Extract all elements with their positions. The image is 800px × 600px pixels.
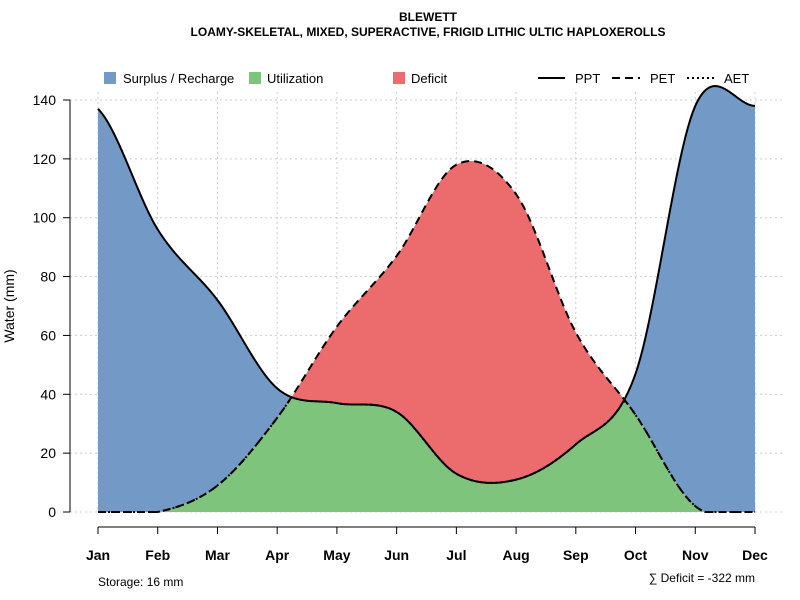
y-tick-label-60: 60: [40, 327, 56, 343]
y-axis-label: Water (mm): [1, 269, 17, 342]
y-ticks: 0 20 40 60 80 100 120 140: [33, 92, 70, 520]
x-tick-label-sep: Sep: [563, 547, 589, 563]
legend-swatch-utilization: [249, 72, 261, 84]
y-tick-label-20: 20: [40, 445, 56, 461]
x-ticks: Jan Feb Mar Apr May Jun Jul Aug Sep Oct Nov Dec: [86, 527, 768, 563]
y-tick-label-140: 140: [33, 92, 57, 108]
y-tick-label-100: 100: [33, 210, 57, 226]
y-tick-label-0: 0: [48, 504, 56, 520]
x-tick-label-feb: Feb: [145, 547, 170, 563]
legend-label-surplus: Surplus / Recharge: [123, 71, 234, 86]
x-tick-label-nov: Nov: [682, 547, 709, 563]
y-tick-label-40: 40: [40, 386, 56, 402]
x-tick-label-aug: Aug: [502, 547, 529, 563]
chart-subtitle: LOAMY-SKELETAL, MIXED, SUPERACTIVE, FRIG…: [191, 25, 666, 39]
legend-label-utilization: Utilization: [267, 71, 323, 86]
legend-label-pet: PET: [650, 71, 675, 86]
y-tick-label-120: 120: [33, 151, 57, 167]
y-tick-label-80: 80: [40, 269, 56, 285]
x-tick-label-apr: Apr: [265, 547, 290, 563]
x-tick-label-jan: Jan: [86, 547, 110, 563]
series-line-pet: [98, 160, 756, 513]
x-tick-label-oct: Oct: [624, 547, 648, 563]
x-tick-label-jul: Jul: [446, 547, 466, 563]
legend-swatch-surplus: [104, 72, 116, 84]
deficit-note: ∑ Deficit = -322 mm: [649, 571, 755, 585]
line-layer: [97, 85, 756, 513]
area-layer: [98, 86, 755, 513]
legend: Surplus / Recharge Utilization Deficit P…: [104, 71, 749, 86]
area-utilization: [98, 397, 755, 512]
x-tick-label-may: May: [323, 547, 350, 563]
storage-note: Storage: 16 mm: [98, 575, 183, 589]
series-line-ppt: [97, 85, 756, 484]
legend-swatch-deficit: [393, 72, 405, 84]
x-tick-label-mar: Mar: [205, 547, 230, 563]
area-surplus-recharge: [98, 86, 755, 513]
x-tick-label-dec: Dec: [742, 547, 768, 563]
x-tick-label-jun: Jun: [384, 547, 409, 563]
chart-title: BLEWETT: [399, 10, 458, 24]
legend-label-ppt: PPT: [575, 71, 600, 86]
area-deficit: [98, 161, 755, 512]
legend-label-aet: AET: [724, 71, 749, 86]
legend-label-deficit: Deficit: [411, 71, 448, 86]
